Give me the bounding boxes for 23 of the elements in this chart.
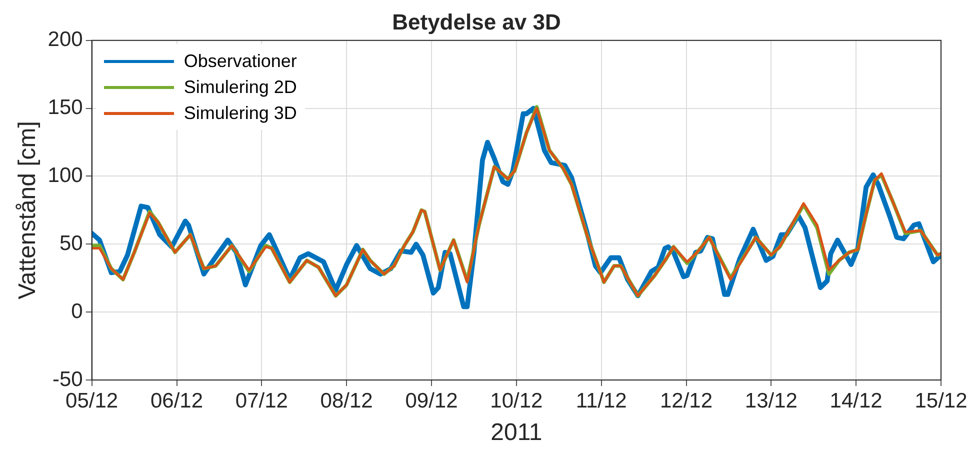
legend-label: Observationer bbox=[184, 50, 297, 74]
x-tick-label: 09/12 bbox=[405, 389, 458, 412]
x-tick-label: 08/12 bbox=[320, 389, 373, 412]
x-tick-label: 11/12 bbox=[576, 389, 627, 412]
y-tick-label: 100 bbox=[48, 164, 83, 188]
x-tick-label: 07/12 bbox=[235, 389, 288, 412]
legend-label: Simulering 3D bbox=[184, 102, 297, 126]
x-tick-label: 14/12 bbox=[830, 389, 882, 412]
x-tick-label: 05/12 bbox=[66, 389, 118, 412]
y-tick-label: 50 bbox=[59, 232, 83, 255]
x-tick-label: 12/12 bbox=[660, 389, 713, 412]
y-tick-label: 0 bbox=[71, 300, 83, 323]
y-tick-label: -50 bbox=[52, 368, 83, 391]
chart-title: Betydelse av 3D bbox=[392, 9, 561, 34]
x-tick-label: 15/12 bbox=[914, 389, 968, 412]
y-tick-label: 150 bbox=[48, 96, 83, 120]
x-tick-label: 13/12 bbox=[744, 389, 798, 412]
x-tick-label: 06/12 bbox=[150, 389, 204, 412]
y-tick-label: 200 bbox=[48, 28, 83, 52]
legend-label: Simulering 2D bbox=[184, 76, 297, 100]
y-axis-title: Vattenstånd [cm] bbox=[14, 121, 42, 300]
x-tick-label: 10/12 bbox=[490, 389, 543, 412]
x-axis-title: 2011 bbox=[490, 419, 542, 446]
